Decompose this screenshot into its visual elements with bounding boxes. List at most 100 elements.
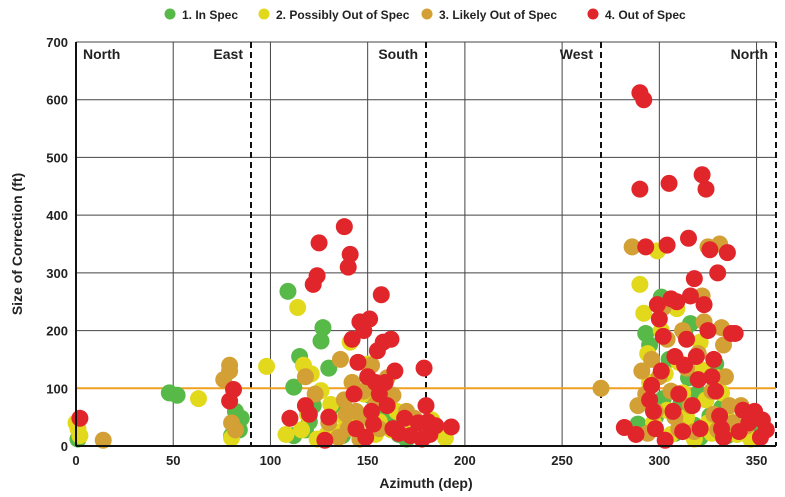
- data-point: [415, 359, 433, 377]
- data-point: [680, 229, 697, 247]
- data-point: [190, 390, 207, 408]
- legend-label: 1. In Spec: [182, 8, 238, 22]
- data-point: [623, 238, 641, 256]
- data-point: [316, 431, 334, 449]
- data-point: [683, 397, 701, 415]
- y-tick-label: 700: [46, 35, 68, 50]
- data-point: [691, 420, 709, 438]
- data-point: [693, 166, 711, 184]
- data-point: [703, 368, 721, 386]
- data-point: [357, 428, 375, 446]
- data-point: [322, 395, 340, 413]
- data-point: [277, 425, 295, 443]
- data-point: [648, 296, 666, 314]
- data-point: [631, 275, 649, 293]
- data-point: [643, 350, 661, 368]
- axes: 0 100 200 300 400 500 600 700 0 50 100 150 200 250 300…: [46, 35, 776, 468]
- x-tick-label: 350: [746, 453, 768, 468]
- data-point: [676, 356, 694, 374]
- x-tick-label: 50: [166, 453, 180, 468]
- data-point: [701, 241, 719, 259]
- data-point: [343, 330, 361, 348]
- region-label: North: [731, 46, 768, 62]
- data-point: [658, 236, 676, 254]
- data-point: [627, 425, 645, 443]
- data-point: [349, 353, 367, 371]
- x-tick-label: 0: [72, 453, 79, 468]
- data-point: [757, 421, 775, 439]
- y-tick-label: 600: [46, 93, 68, 108]
- data-point: [341, 245, 359, 263]
- data-point: [382, 330, 400, 348]
- data-point: [71, 427, 89, 445]
- data-point: [335, 218, 353, 236]
- data-point: [664, 402, 682, 420]
- data-point: [427, 417, 445, 435]
- legend-label: 4. Out of Spec: [605, 8, 686, 22]
- region-dividers: [250, 42, 777, 446]
- data-points: [67, 84, 775, 449]
- x-tick-label: 100: [260, 453, 282, 468]
- data-point: [716, 368, 734, 386]
- legend-marker: [421, 8, 433, 20]
- data-point: [396, 409, 414, 427]
- data-point: [442, 418, 460, 436]
- data-point: [94, 431, 112, 449]
- legend-label: 3. Likely Out of Spec: [439, 8, 557, 22]
- data-point: [707, 382, 725, 400]
- data-point: [709, 264, 727, 282]
- data-point: [225, 380, 242, 398]
- legend: 1. In Spec 2. Possibly Out of Spec 3. Like…: [164, 8, 686, 22]
- region-label: East: [213, 46, 243, 62]
- data-point: [279, 282, 297, 300]
- data-point: [314, 319, 332, 337]
- data-point: [715, 428, 732, 446]
- data-point: [592, 379, 610, 397]
- data-point: [320, 408, 338, 426]
- x-tick-label: 200: [454, 453, 476, 468]
- data-point: [221, 362, 239, 380]
- data-point: [296, 368, 314, 386]
- data-point: [695, 296, 713, 314]
- data-point: [331, 350, 349, 368]
- data-point: [726, 324, 744, 342]
- y-tick-label: 400: [46, 208, 68, 223]
- data-point: [718, 244, 736, 262]
- data-point: [312, 332, 330, 350]
- legend-marker: [587, 8, 599, 20]
- data-point: [633, 362, 651, 380]
- data-point: [685, 270, 703, 288]
- data-point: [652, 362, 670, 380]
- y-tick-label: 300: [46, 266, 68, 281]
- series-4: [71, 84, 775, 449]
- data-point: [320, 359, 338, 377]
- data-point: [386, 362, 404, 380]
- legend-marker: [164, 8, 176, 20]
- data-point: [654, 327, 672, 345]
- y-axis-label: Size of Correction (ft): [9, 173, 25, 315]
- data-point: [656, 431, 674, 449]
- data-point: [339, 258, 357, 276]
- data-point: [306, 385, 324, 403]
- data-point: [293, 421, 311, 439]
- data-point: [310, 234, 328, 252]
- data-point: [376, 374, 394, 392]
- data-point: [289, 298, 307, 316]
- data-point: [697, 180, 715, 198]
- x-axis-label: Azimuth (dep): [379, 475, 472, 491]
- data-point: [168, 386, 186, 404]
- region-label: West: [560, 46, 594, 62]
- x-tick-label: 250: [551, 453, 573, 468]
- y-tick-label: 200: [46, 324, 68, 339]
- y-tick-label: 500: [46, 150, 68, 165]
- data-point: [711, 407, 729, 425]
- legend-marker: [258, 8, 270, 20]
- data-point: [417, 397, 435, 415]
- data-point: [345, 385, 363, 403]
- x-tick-label: 150: [357, 453, 379, 468]
- data-point: [650, 310, 668, 328]
- data-point: [645, 402, 662, 420]
- data-point: [363, 402, 381, 420]
- data-point: [687, 348, 705, 366]
